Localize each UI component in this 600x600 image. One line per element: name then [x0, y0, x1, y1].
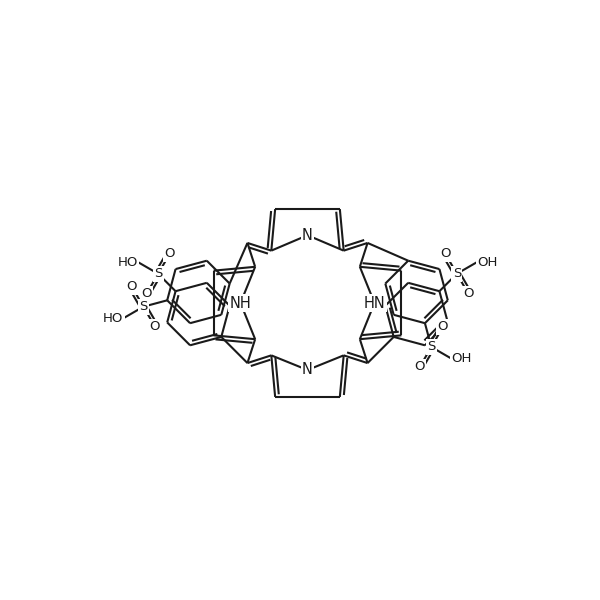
Text: O: O — [149, 320, 160, 333]
Text: O: O — [415, 361, 425, 373]
Text: S: S — [154, 267, 163, 280]
Text: OH: OH — [451, 352, 472, 365]
Text: O: O — [463, 287, 473, 300]
Text: HO: HO — [103, 312, 124, 325]
Text: N: N — [302, 362, 313, 377]
Text: S: S — [452, 267, 461, 280]
Text: N: N — [302, 228, 313, 243]
Text: HO: HO — [118, 256, 138, 269]
Text: NH: NH — [230, 295, 251, 311]
Text: O: O — [142, 287, 152, 300]
Text: O: O — [164, 247, 175, 260]
Text: S: S — [427, 340, 436, 353]
Text: O: O — [437, 320, 448, 334]
Text: OH: OH — [477, 256, 497, 269]
Text: S: S — [139, 300, 148, 313]
Text: O: O — [440, 247, 451, 260]
Text: O: O — [127, 280, 137, 293]
Text: HN: HN — [364, 295, 385, 311]
